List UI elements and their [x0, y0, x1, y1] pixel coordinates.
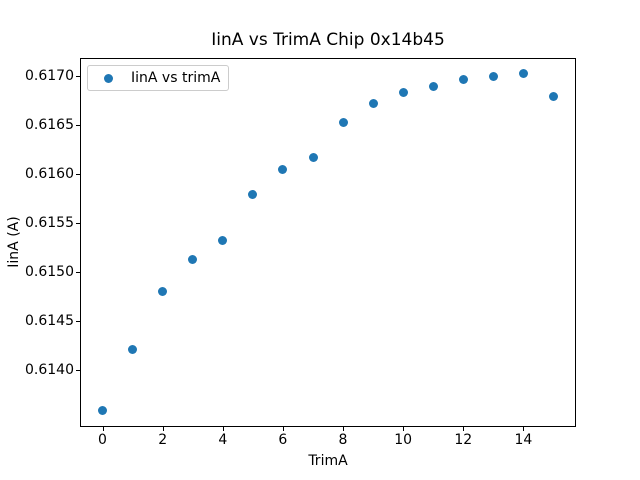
data-point	[549, 91, 558, 101]
y-tick-mark	[76, 370, 80, 371]
legend-marker-dot	[104, 74, 113, 83]
legend: IinA vs trimA	[87, 65, 229, 91]
x-tick-mark	[222, 427, 224, 431]
y-tick-label: 0.6150	[25, 263, 74, 280]
x-tick-label: 10	[394, 432, 413, 448]
plot-area	[80, 58, 576, 427]
y-tick-mark	[76, 222, 80, 224]
x-tick-label: 14	[514, 432, 533, 448]
x-tick-mark	[463, 427, 465, 431]
data-point	[488, 72, 498, 82]
x-tick-label: 6	[278, 432, 288, 448]
y-axis-label: IinA (A)	[6, 216, 22, 268]
data-point	[278, 165, 288, 175]
y-tick-label: 0.6155	[25, 214, 74, 231]
data-point	[458, 75, 468, 85]
y-tick-label: 0.6140	[25, 362, 74, 378]
data-point	[248, 190, 258, 199]
x-tick-mark	[162, 427, 164, 431]
x-tick-label: 8	[338, 432, 348, 448]
data-point	[428, 82, 438, 92]
y-tick-mark	[76, 75, 80, 77]
x-axis-label: TrimA	[308, 453, 348, 469]
data-point	[188, 254, 198, 264]
y-tick-label: 0.6165	[25, 116, 74, 133]
y-tick-label: 0.6170	[25, 67, 74, 84]
x-tick-label: 12	[454, 432, 473, 448]
x-tick-mark	[282, 427, 284, 431]
y-tick-mark	[76, 124, 80, 126]
data-point	[518, 69, 528, 79]
chart-title: IinA vs TrimA Chip 0x14b45	[211, 30, 445, 50]
data-point	[338, 118, 348, 128]
x-tick-label: 4	[218, 432, 228, 448]
x-tick-mark	[343, 427, 344, 431]
x-tick-mark	[523, 427, 525, 431]
y-tick-label: 0.6160	[25, 165, 74, 182]
x-tick-label: 0	[98, 432, 107, 448]
y-tick-mark	[76, 320, 80, 322]
x-tick-mark	[102, 427, 104, 431]
data-point	[398, 88, 408, 97]
legend-series-label: IinA vs trimA	[131, 70, 221, 86]
data-point	[368, 98, 378, 108]
y-tick-label: 0.6145	[25, 312, 74, 329]
data-point	[158, 287, 168, 296]
data-point	[98, 405, 107, 415]
data-point	[218, 236, 228, 245]
y-tick-mark	[76, 271, 80, 273]
data-point	[308, 152, 318, 162]
x-tick-label: 2	[158, 432, 168, 448]
data-point	[128, 344, 138, 354]
x-tick-mark	[403, 427, 405, 431]
y-tick-mark	[76, 173, 80, 175]
